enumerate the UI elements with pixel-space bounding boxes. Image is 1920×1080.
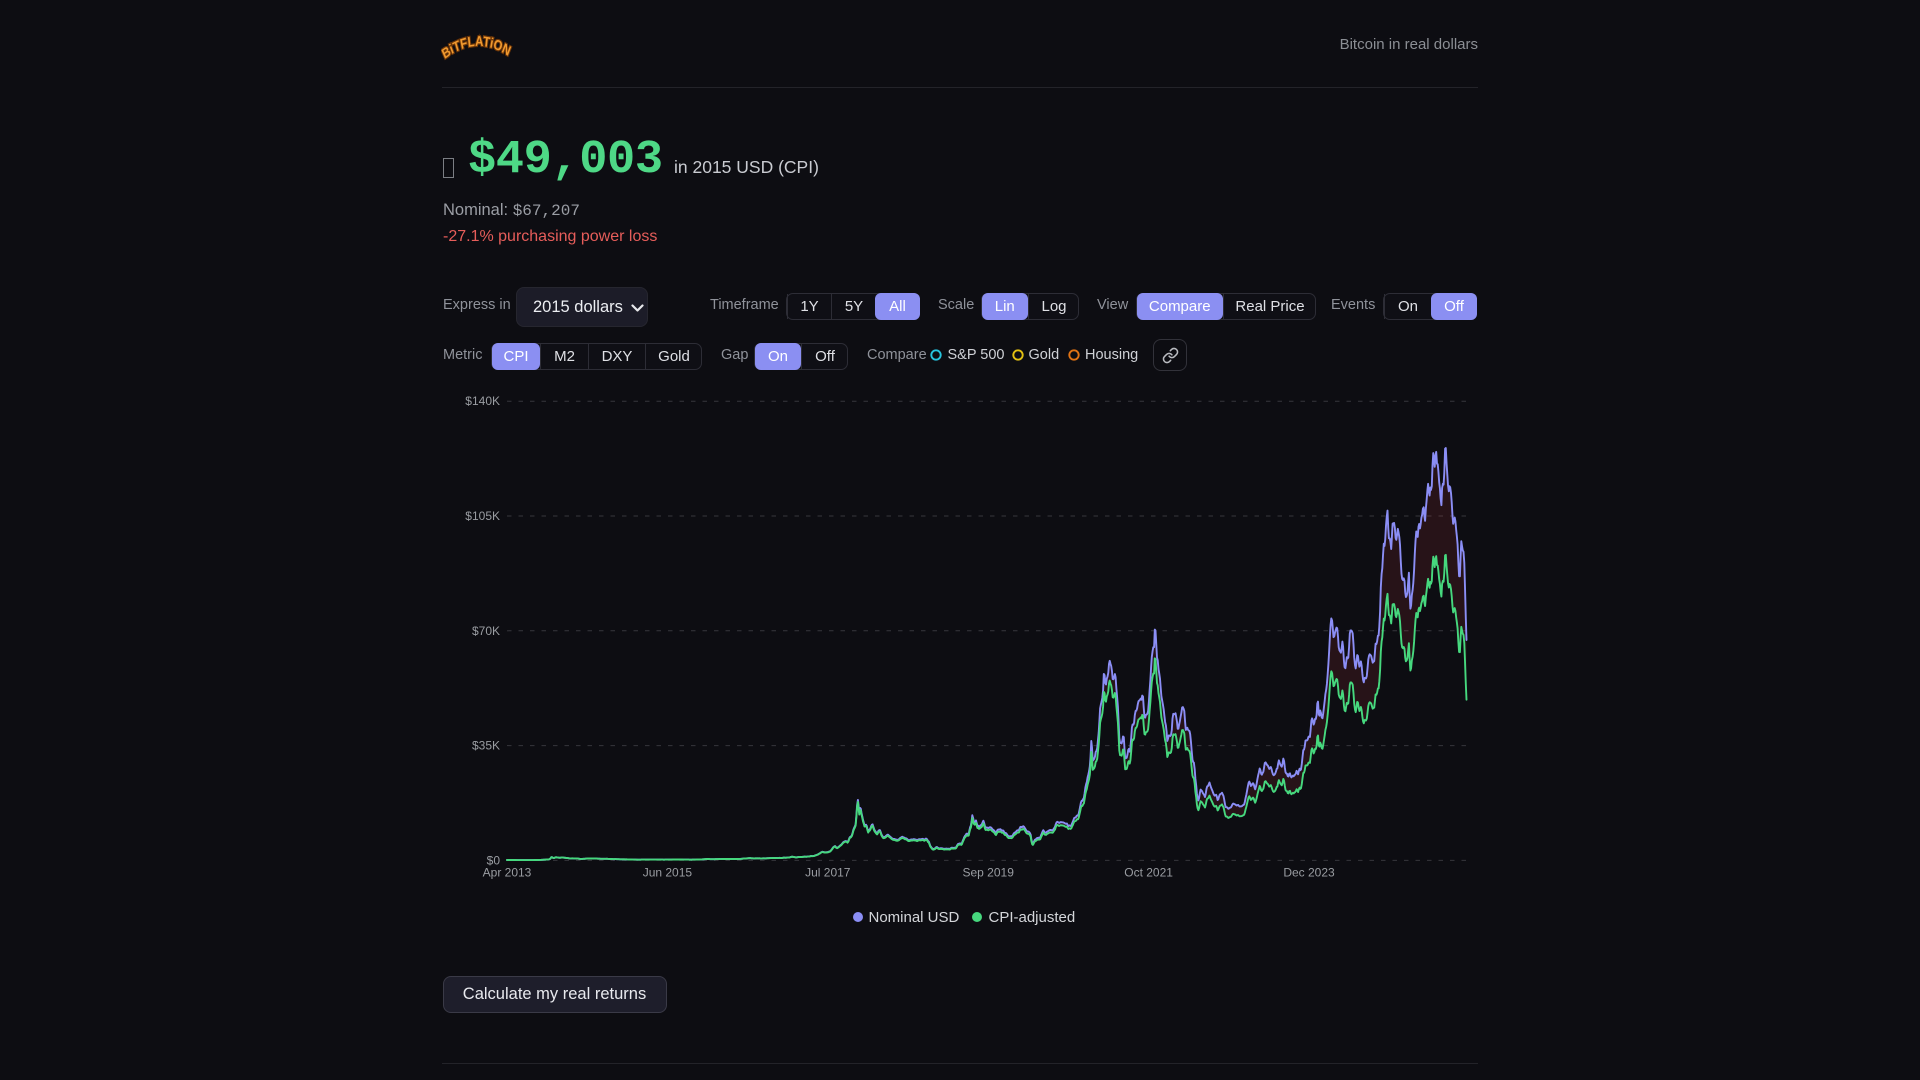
svg-text:$70K: $70K: [472, 624, 500, 638]
svg-text:Oct 2021: Oct 2021: [1124, 866, 1173, 880]
svg-text:Sep 2019: Sep 2019: [963, 866, 1015, 880]
svg-text:Dec 2023: Dec 2023: [1283, 866, 1335, 880]
svg-text:$0: $0: [487, 853, 501, 867]
svg-text:Jul 2017: Jul 2017: [805, 866, 851, 880]
svg-text:Apr 2013: Apr 2013: [483, 866, 532, 880]
svg-text:$140K: $140K: [465, 395, 500, 408]
svg-text:$35K: $35K: [472, 739, 500, 753]
svg-text:Jun 2015: Jun 2015: [643, 866, 693, 880]
svg-text:$105K: $105K: [465, 509, 500, 523]
svg-text:BiTFLATiON: BiTFLATiON: [441, 33, 513, 62]
